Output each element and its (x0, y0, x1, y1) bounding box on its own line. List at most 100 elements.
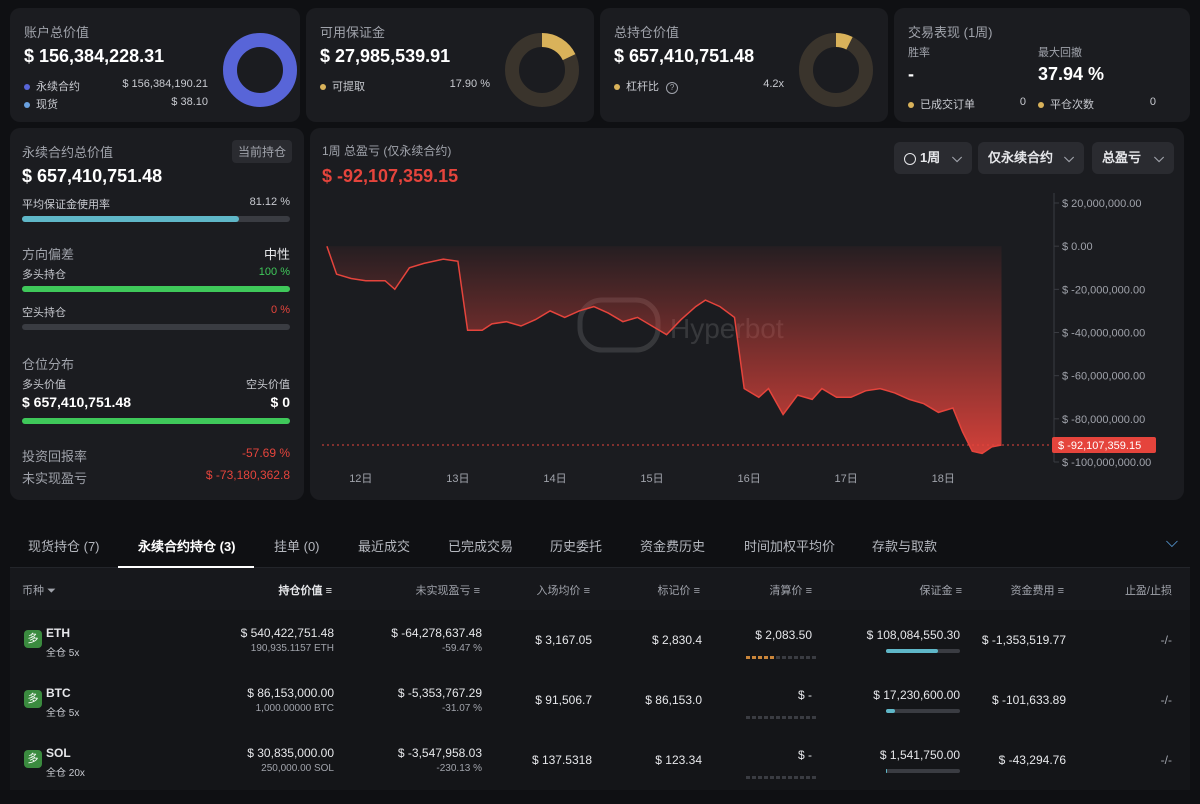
col-funding-label: 资金费用 (1010, 585, 1055, 597)
tab-deposits-withdrawals[interactable]: 存款与取款 (872, 539, 938, 554)
winrate-label: 胜率 (908, 47, 930, 59)
short-value-label: 空头价值 (246, 379, 290, 391)
col-liq-label: 清算价 (769, 585, 803, 597)
col-coin[interactable]: 币种 ⏷ (22, 582, 56, 598)
tpsl-value[interactable]: -/- (1160, 693, 1172, 707)
leverage-legend: 杠杆比 ? 4.2x (614, 78, 784, 94)
available-margin-card: 可用保证金 $ 27,985,539.91 可提取 17.90 % (306, 8, 594, 122)
coin-symbol[interactable]: BTC (46, 686, 71, 700)
chevron-down-icon: ⌵ (1154, 150, 1164, 165)
col-margin[interactable]: 保证金 ≡ (920, 582, 962, 598)
unrealized-pnl-value: $ -73,180,362.8 (205, 468, 290, 482)
close-count-label: 平仓次数 (1050, 99, 1094, 111)
tab-spot-positions[interactable]: 现货持仓 (7) (28, 539, 100, 554)
scope-value: 仅永续合约 (988, 150, 1054, 165)
sort-icon[interactable]: ≡ (805, 585, 812, 597)
coin-symbol[interactable]: ETH (46, 626, 70, 640)
closed-orders-value: 0 (1019, 96, 1026, 108)
unrealized-pnl-percent: -31.07 % (441, 703, 482, 714)
liquidation-price: $ - (797, 748, 812, 762)
tab-order-history[interactable]: 历史委托 (550, 539, 603, 554)
position-value: $ 86,153,000.00 (247, 686, 334, 700)
metric-dropdown[interactable]: 总盈亏 ⌵ (1092, 142, 1174, 174)
sort-icon[interactable]: ≡ (583, 585, 590, 597)
withdrawable-legend: 可提取 17.90 % (320, 78, 490, 94)
col-position-value[interactable]: 持仓价值 ≡ (279, 582, 332, 598)
clock-icon (904, 152, 916, 165)
collapse-chevron-icon[interactable]: ⌵ (1165, 534, 1178, 551)
tpsl-value[interactable]: -/- (1160, 633, 1172, 647)
account-donut (223, 33, 297, 107)
table-row[interactable]: 多 BTC 全仓 5x $ 86,153,000.00 1,000.00000 BTC $… (10, 670, 1190, 730)
period-dropdown[interactable]: 1周 ⌵ (894, 142, 972, 174)
y-tick-label: $ 20,000,000.00 (1062, 198, 1142, 210)
position-size: 1,000.00000 BTC (255, 703, 334, 714)
coin-symbol[interactable]: SOL (46, 746, 71, 760)
col-liquidation-price[interactable]: 清算价 ≡ (770, 582, 812, 598)
col-mark-price[interactable]: 标记价 ≡ (658, 582, 700, 598)
spot-legend: 现货 $ 38.10 (24, 96, 208, 112)
pnl-area-chart: Hyperbot $ 20,000,000.00$ 0.00$ -20,000,… (322, 193, 1156, 485)
sort-icon[interactable]: ≡ (955, 585, 962, 597)
sort-icon[interactable]: ≡ (325, 585, 332, 597)
total-position-value: $ 657,410,751.48 (614, 46, 755, 66)
chevron-down-icon: ⌵ (1064, 150, 1074, 165)
filter-icon[interactable]: ⏷ (47, 585, 56, 597)
spot-legend-label: 现货 (36, 99, 58, 111)
col-funding[interactable]: 资金费用 ≡ (1011, 582, 1064, 598)
positions-table-header: 币种 ⏷ 持仓价值 ≡ 未实现盈亏 ≡ 入场均价 ≡ 标记价 ≡ 清算价 ≡ 保… (10, 568, 1190, 610)
mark-price: $ 2,830.4 (651, 633, 702, 647)
withdrawable-value: 17.90 % (449, 78, 490, 90)
liquidation-price: $ 2,083.50 (755, 628, 812, 642)
col-tpsl: 止盈/止损 (1124, 585, 1172, 597)
long-side-badge: 多 (24, 690, 42, 708)
pnl-area (326, 246, 1002, 454)
unrealized-pnl: $ -5,353,767.29 (397, 686, 482, 700)
short-position-label: 空头持仓 (22, 307, 66, 319)
sort-icon[interactable]: ≡ (1057, 585, 1064, 597)
chevron-down-icon: ⌵ (952, 150, 962, 165)
tab-perp-positions[interactable]: 永续合约持仓 (3) (138, 539, 236, 554)
long-value-label: 多头价值 (22, 379, 66, 391)
total-position-label: 总持仓价值 (614, 25, 680, 40)
position-value: $ 30,835,000.00 (247, 746, 334, 760)
current-position-tag[interactable]: 当前持仓 (231, 140, 292, 163)
margin: $ 1,541,750.00 (879, 748, 960, 762)
sort-icon[interactable]: ≡ (473, 585, 480, 597)
table-row[interactable]: 多 ETH 全仓 5x $ 540,422,751.48 190,935.1157 ET… (10, 610, 1190, 670)
chart-total-pnl: $ -92,107,359.15 (322, 166, 459, 186)
tab-funding-history[interactable]: 资金费历史 (640, 539, 706, 554)
usage-bar-fill (22, 216, 240, 222)
last-value-badge (1052, 436, 1156, 453)
sort-icon[interactable]: ≡ (693, 585, 700, 597)
closed-orders-label: 已成交订单 (920, 99, 975, 111)
col-entry-price[interactable]: 入场均价 ≡ (537, 582, 590, 598)
y-tick-label: $ -60,000,000.00 (1062, 371, 1145, 383)
tab-recent-fills[interactable]: 最近成交 (358, 539, 411, 554)
position-size: 250,000.00 SOL (261, 763, 334, 774)
scope-dropdown[interactable]: 仅永续合约 ⌵ (978, 142, 1084, 174)
margin-bar (886, 769, 960, 773)
help-icon[interactable]: ? (666, 82, 679, 94)
position-value: $ 540,422,751.48 (240, 626, 334, 640)
col-margin-label: 保证金 (919, 585, 953, 597)
liquidation-price: $ - (797, 688, 812, 702)
tab-open-orders[interactable]: 挂单 (0) (274, 539, 320, 554)
margin-donut (505, 33, 579, 107)
col-upnl-label: 未实现盈亏 (415, 585, 471, 597)
tab-completed-trades[interactable]: 已完成交易 (448, 539, 514, 554)
tpsl-value[interactable]: -/- (1160, 753, 1172, 767)
trading-performance-card: 交易表现 (1周) 胜率 - 最大回撤 37.94 % 已成交订单 0 平仓次数… (894, 8, 1190, 122)
table-row[interactable]: 多 SOL 全仓 20x $ 30,835,000.00 250,000.00 SOL $… (10, 730, 1190, 790)
funding-fee: $ -1,353,519.77 (981, 633, 1066, 647)
period-value: 1周 (920, 150, 941, 165)
long-side-badge: 多 (24, 630, 42, 648)
direction-value: 中性 (263, 247, 290, 262)
short-value: $ 0 (270, 394, 290, 410)
total-position-card: 总持仓价值 $ 657,410,751.48 杠杆比 ? 4.2x (600, 8, 888, 122)
mark-price: $ 86,153.0 (645, 693, 702, 707)
col-mark-label: 标记价 (657, 585, 691, 597)
col-unrealized-pnl[interactable]: 未实现盈亏 ≡ (416, 582, 480, 598)
funding-fee: $ -101,633.89 (991, 693, 1066, 707)
tab-twap[interactable]: 时间加权平均价 (744, 539, 836, 554)
